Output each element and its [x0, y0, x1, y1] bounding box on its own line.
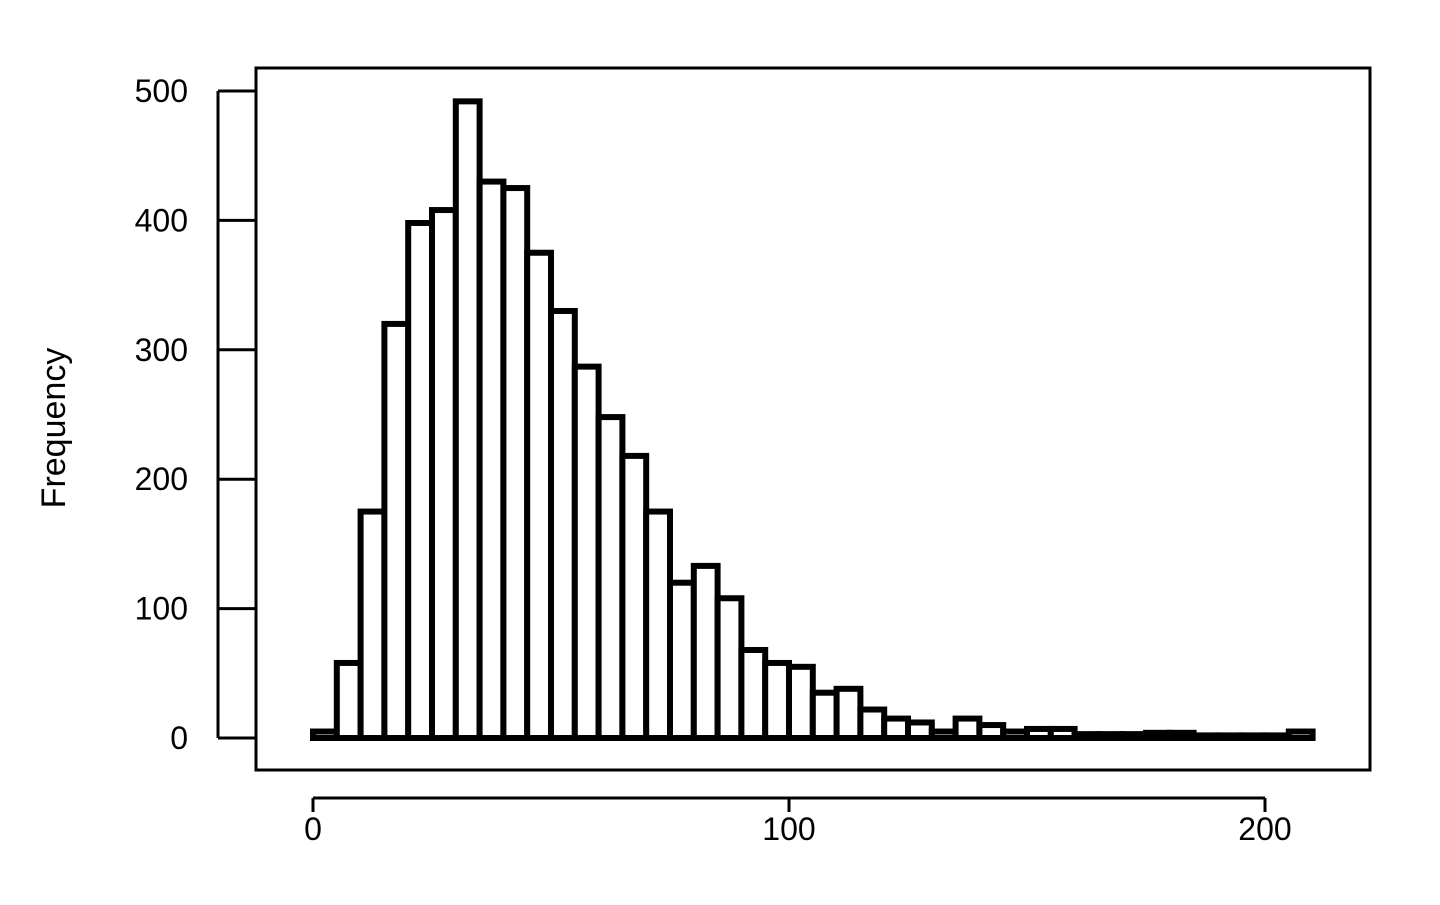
histogram-bar: [524, 249, 555, 741]
histogram-bar: [714, 595, 745, 741]
y-tick-label: 400: [135, 202, 188, 238]
histogram-bar: [1214, 732, 1245, 741]
histogram-bar: [333, 659, 364, 741]
histogram-bar: [905, 719, 935, 741]
bars-layer: [310, 98, 1316, 742]
histogram-bar: [595, 414, 626, 741]
histogram-bar: [1095, 731, 1126, 741]
histogram-bar: [571, 363, 602, 741]
x-axis: 0 100 200: [304, 796, 1292, 847]
histogram-bar: [619, 452, 650, 741]
histogram-bar: [952, 715, 983, 742]
histogram-bar: [1190, 732, 1221, 741]
histogram-bar: [1166, 729, 1197, 741]
histogram-bar: [405, 219, 436, 742]
histogram-bar: [667, 579, 697, 741]
x-tick-label: 0: [304, 811, 322, 847]
histogram-bar: [1119, 731, 1149, 741]
histogram-bar: [476, 178, 507, 741]
histogram-bar: [1262, 732, 1292, 741]
histogram-bar: [1024, 725, 1054, 742]
histogram-bar: [500, 185, 531, 742]
histogram-bar: [548, 307, 578, 741]
histogram-bar: [310, 728, 340, 742]
histogram-bar: [976, 722, 1007, 741]
histogram-bar: [809, 689, 840, 742]
y-axis-label: Frequency: [35, 348, 73, 509]
x-tick-label: 200: [1238, 811, 1291, 847]
histogram-bar: [1238, 732, 1268, 741]
y-tick-label: 500: [135, 73, 188, 109]
histogram-bar: [1000, 728, 1031, 742]
histogram-bar: [762, 659, 793, 741]
histogram-bar: [1285, 728, 1316, 742]
histogram-bar: [833, 685, 864, 742]
x-tick-label: 100: [762, 811, 815, 847]
y-tick-label: 0: [170, 720, 188, 756]
y-tick-label: 300: [135, 332, 188, 368]
histogram-bar: [881, 715, 912, 742]
histogram-bar: [1071, 731, 1102, 741]
plot-frame: [254, 66, 1372, 772]
histogram-bar: [928, 728, 959, 742]
histogram-bar: [429, 207, 459, 742]
histogram-bar: [357, 508, 388, 741]
histogram-bar: [1143, 729, 1173, 741]
histogram-bar: [857, 706, 888, 741]
histogram-bar: [690, 562, 721, 742]
y-tick-label: 200: [135, 461, 188, 497]
histogram-bar: [738, 647, 769, 741]
histogram-bar: [1047, 725, 1078, 742]
y-axis: 0 100 200 300 400 500: [135, 73, 255, 756]
histogram-bar: [381, 320, 412, 741]
histogram-bar: [452, 98, 483, 742]
histogram-bar: [786, 663, 816, 742]
histogram-bar: [643, 508, 674, 741]
y-tick-label: 100: [135, 591, 188, 627]
